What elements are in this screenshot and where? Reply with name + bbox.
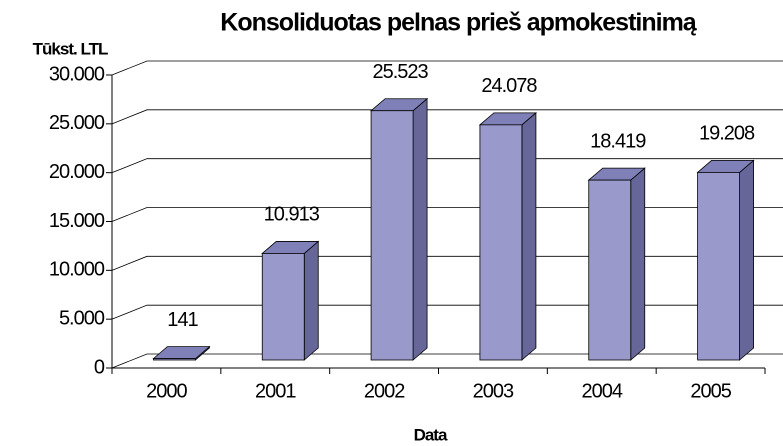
y-tick-label: 30.000 [49, 63, 105, 85]
grid-line [111, 109, 783, 125]
value-label: 19.208 [699, 123, 755, 145]
bar [153, 358, 196, 361]
bar-side [303, 240, 319, 361]
grid-line [111, 158, 783, 174]
grid-line [111, 60, 783, 76]
grid-line [111, 207, 783, 222]
bar-side [739, 159, 754, 361]
value-label: 24.078 [481, 75, 537, 97]
grid-line [111, 304, 783, 320]
bar-top [152, 346, 211, 360]
y-tick-label: 25.000 [49, 112, 105, 134]
grid-line [111, 255, 783, 271]
bar [370, 110, 414, 361]
value-label: 10.913 [264, 204, 320, 226]
x-tick-label: 2000 [146, 380, 187, 402]
bar-side [412, 97, 428, 361]
bar [479, 124, 523, 361]
x-tick-label: 2001 [255, 380, 296, 402]
value-label: 141 [167, 309, 198, 331]
value-label: 25.523 [372, 61, 428, 83]
x-tick-label: 2003 [473, 380, 514, 402]
y-tick-label: 10.000 [49, 259, 105, 281]
y-tick-label: 0 [94, 356, 105, 378]
x-tick-label: 2002 [364, 380, 405, 402]
y-tick-label: 15.000 [49, 210, 105, 232]
bar [261, 253, 305, 361]
bar [588, 179, 632, 361]
value-label: 18.419 [590, 130, 646, 152]
x-tick-label: 2004 [582, 380, 623, 402]
y-tick-label: 5.000 [59, 307, 105, 329]
x-axis-title: Data [414, 425, 448, 444]
grid-line [111, 353, 783, 369]
chart-title: Konsoliduotas pelnas prieš apmokestinimą [220, 9, 698, 37]
x-tick-label: 2005 [690, 380, 731, 402]
y-tick-label: 20.000 [49, 161, 105, 183]
bar [697, 172, 740, 361]
bar-side [521, 111, 537, 361]
y-axis-title: Tūkst. LTL [33, 39, 108, 58]
bar-side [630, 167, 646, 361]
